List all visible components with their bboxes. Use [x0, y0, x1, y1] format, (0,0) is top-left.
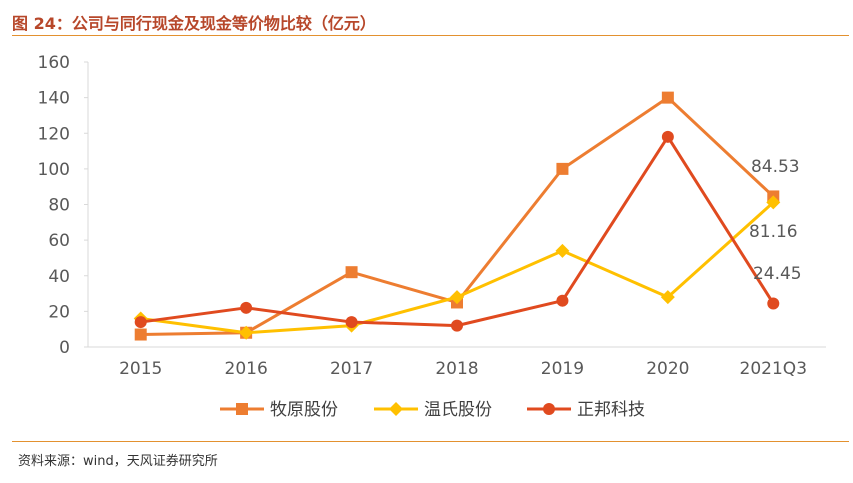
- series-lines: [133, 91, 781, 341]
- legend-item: 温氏股份: [374, 400, 492, 420]
- x-tick-label: 2017: [330, 359, 373, 379]
- data-point: [660, 290, 675, 305]
- data-labels: 84.53 81.16 24.45: [749, 157, 802, 284]
- y-tick-label: 20: [48, 302, 70, 322]
- y-axis-ticks: 0 20 40 60 80 100 120 140 160: [38, 53, 88, 358]
- data-point: [555, 243, 570, 258]
- series-2: [133, 195, 781, 340]
- y-tick-label: 80: [48, 196, 70, 216]
- y-tick-label: 60: [48, 231, 70, 251]
- data-label: 81.16: [749, 222, 798, 242]
- legend-swatch-marker: [236, 403, 248, 415]
- x-tick-label: 2021Q3: [740, 359, 807, 379]
- data-point: [134, 328, 147, 341]
- legend-swatch-marker: [389, 402, 403, 416]
- x-axis-ticks: 2015 2016 2017 2018 2019 2020 2021Q3: [119, 359, 807, 379]
- title-rule: [12, 35, 849, 36]
- series-line: [140, 201, 775, 335]
- legend-label: 牧原股份: [270, 400, 338, 420]
- y-tick-label: 100: [38, 160, 70, 180]
- data-point: [767, 297, 780, 310]
- x-tick-label: 2020: [646, 359, 689, 379]
- legend: 牧原股份 温氏股份 正邦科技: [220, 400, 645, 420]
- data-point: [556, 162, 569, 175]
- x-tick-label: 2015: [119, 359, 162, 379]
- source-note: 资料来源：wind，天风证券研究所: [18, 454, 218, 469]
- y-tick-label: 140: [38, 89, 70, 109]
- data-point: [345, 266, 358, 279]
- y-tick-label: 160: [38, 53, 70, 73]
- source-rule: [12, 441, 849, 442]
- data-label: 24.45: [753, 264, 802, 284]
- data-point: [661, 130, 674, 143]
- x-tick-label: 2019: [541, 359, 584, 379]
- data-point: [450, 290, 464, 305]
- data-point: [240, 301, 253, 314]
- x-tick-label: 2016: [225, 359, 268, 379]
- y-tick-label: 40: [48, 267, 70, 287]
- y-tick-label: 0: [59, 338, 70, 358]
- legend-item: 正邦科技: [527, 400, 645, 420]
- data-point: [766, 195, 781, 210]
- y-tick-label: 120: [38, 124, 70, 144]
- data-point: [345, 316, 358, 329]
- x-tick-label: 2018: [435, 359, 478, 379]
- data-point: [661, 91, 674, 104]
- chart-title: 图 24：公司与同行现金及现金等价物比较（亿元）: [12, 14, 376, 33]
- data-point: [556, 294, 569, 307]
- series-3: [134, 130, 780, 332]
- data-label: 84.53: [751, 157, 800, 177]
- data-point: [134, 316, 147, 329]
- legend-label: 温氏股份: [424, 400, 492, 420]
- legend-item: 牧原股份: [220, 400, 338, 420]
- legend-swatch-marker: [543, 403, 555, 415]
- data-point: [239, 325, 254, 340]
- legend-label: 正邦科技: [577, 400, 645, 420]
- data-point: [451, 319, 463, 332]
